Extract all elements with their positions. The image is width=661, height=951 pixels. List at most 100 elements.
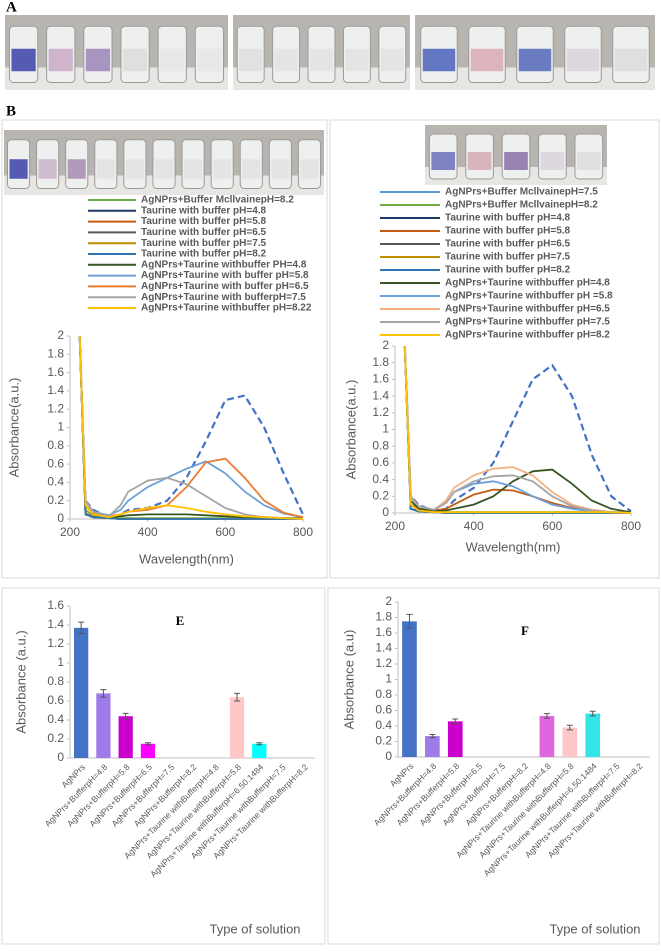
series-line — [403, 345, 631, 514]
x-tick-label: 600 — [542, 519, 562, 533]
y-tick-label: 0 — [57, 511, 64, 525]
y-tick-label: 0.6 — [372, 455, 389, 469]
legend-label: Taurine with buffer pH=8.2 — [141, 249, 267, 260]
panel-label: A — [6, 0, 17, 15]
vial-liquid — [566, 48, 600, 72]
legend-label: AgNPrs+Taurine withbuffer pH=7.5 — [445, 317, 610, 328]
vial-liquid — [300, 159, 319, 179]
y-tick-label: 1.8 — [375, 610, 392, 624]
series-line — [78, 335, 304, 519]
legend-label: Taurine with buffer pH=8.2 — [445, 265, 571, 276]
y-tick-label: 0 — [57, 750, 64, 764]
error-bar — [406, 613, 413, 629]
vial-liquid — [85, 48, 111, 72]
vial-liquid — [242, 159, 261, 179]
vial-liquid — [540, 152, 565, 170]
y-axis-label: Absorbance(a.u.) — [6, 378, 21, 478]
bar — [447, 721, 463, 757]
x-tick-label: 800 — [293, 525, 313, 539]
vial-liquid — [274, 48, 298, 72]
y-tick-label: 2 — [385, 594, 392, 608]
vial-liquid — [11, 48, 36, 72]
y-axis-label: Absorbance(a.u.) — [343, 380, 358, 480]
bar — [96, 693, 111, 758]
y-tick-label: 2 — [57, 328, 64, 342]
y-tick-label: 1 — [385, 672, 392, 686]
vial-liquid — [504, 152, 528, 170]
vial-liquid — [160, 48, 185, 72]
y-tick-label: 1.4 — [372, 388, 389, 402]
error-bar — [256, 742, 263, 746]
chart-title: F — [521, 623, 529, 638]
y-tick-label: 0.2 — [47, 493, 64, 507]
legend-label: AgNPrs+Taurine withbuffer PH=4.8 — [141, 259, 307, 270]
legend-label: Taurine with buffer pH=6.5 — [445, 239, 571, 250]
y-tick-label: 0.6 — [47, 456, 64, 470]
bar — [74, 627, 89, 758]
series-line — [78, 335, 303, 519]
legend-label: AgNPrs+Taurine with buffer pH=5.8 — [141, 270, 309, 281]
y-tick-label: 0.2 — [375, 734, 392, 748]
legend-label: AgNPrs+Buffer McllvainepH=7.5 — [445, 187, 598, 198]
x-axis-label: Wavelength(nm) — [139, 551, 234, 566]
legend-label: AgNPrs+Taurine with bufferpH=7.5 — [141, 292, 306, 303]
y-tick-label: 1 — [57, 420, 64, 434]
series-line — [78, 335, 304, 519]
x-axis-label: Type of solution — [549, 921, 640, 936]
legend-label: AgNPrs+Buffer McllvainepH=8.2 — [141, 195, 294, 206]
y-tick-label: 0.8 — [47, 438, 64, 452]
vial-liquid — [467, 152, 492, 170]
series-line — [78, 335, 303, 520]
error-bar — [100, 689, 107, 698]
y-tick-label: 0.8 — [47, 674, 64, 688]
legend-label: AgNPrs+Taurine withbuffer pH=8.22 — [141, 303, 312, 314]
legend-label: Taurine with buffer pH=7.5 — [445, 252, 571, 263]
legend-label: AgNPrs+Taurine with buffer pH=6.5 — [141, 281, 309, 292]
bar — [402, 621, 417, 757]
vial-liquid — [9, 159, 28, 179]
y-tick-label: 1.8 — [372, 355, 389, 369]
y-tick-label: 0.4 — [375, 718, 392, 732]
series-line — [403, 345, 632, 514]
panel-frame — [1, 119, 328, 579]
vial-liquid — [154, 159, 174, 179]
y-tick-label: 1 — [57, 655, 64, 669]
series-line — [78, 335, 304, 520]
legend-label: AgNPrs+Taurine withbuffer pH=4.8 — [445, 278, 610, 289]
x-tick-label: 200 — [385, 519, 405, 533]
y-axis-label: Absorbance (a.u.) — [13, 630, 28, 733]
x-tick-label: 200 — [60, 525, 80, 539]
legend-label: Taurine with buffer pH=4.8 — [445, 213, 571, 224]
vial-liquid — [431, 152, 456, 170]
y-tick-label: 0.2 — [372, 488, 389, 502]
vial-liquid — [614, 48, 648, 72]
legend-label: Taurine with buffer pH=5.8 — [445, 226, 571, 237]
panel-frame — [327, 587, 660, 945]
vial-liquid — [38, 159, 57, 179]
y-tick-label: 1.2 — [47, 636, 64, 650]
y-tick-label: 1.4 — [375, 641, 392, 655]
vial-liquid — [184, 159, 203, 179]
error-bar — [589, 710, 596, 717]
y-tick-label: 1.2 — [375, 656, 392, 670]
y-tick-label: 1.6 — [375, 625, 392, 639]
vial-liquid — [239, 48, 263, 72]
vial-liquid — [67, 159, 86, 179]
series-line — [78, 335, 304, 520]
series-line — [78, 335, 303, 520]
y-tick-label: 0 — [385, 749, 392, 763]
y-tick-label: 1.2 — [372, 405, 389, 419]
y-tick-label: 0.8 — [372, 438, 389, 452]
y-tick-label: 1 — [382, 422, 389, 436]
vial-liquid — [470, 48, 504, 72]
y-axis-label: Absorbance (a.u) — [341, 630, 356, 730]
vial-liquid — [576, 152, 601, 170]
y-tick-label: 1.2 — [47, 401, 64, 415]
y-tick-label: 1.8 — [47, 346, 64, 360]
photo-bench — [5, 67, 228, 90]
y-tick-label: 0.6 — [375, 703, 392, 717]
y-tick-label: 0 — [382, 505, 389, 519]
legend-label: Taurine with buffer pH=4.8 — [141, 205, 267, 216]
series-line — [78, 335, 303, 520]
